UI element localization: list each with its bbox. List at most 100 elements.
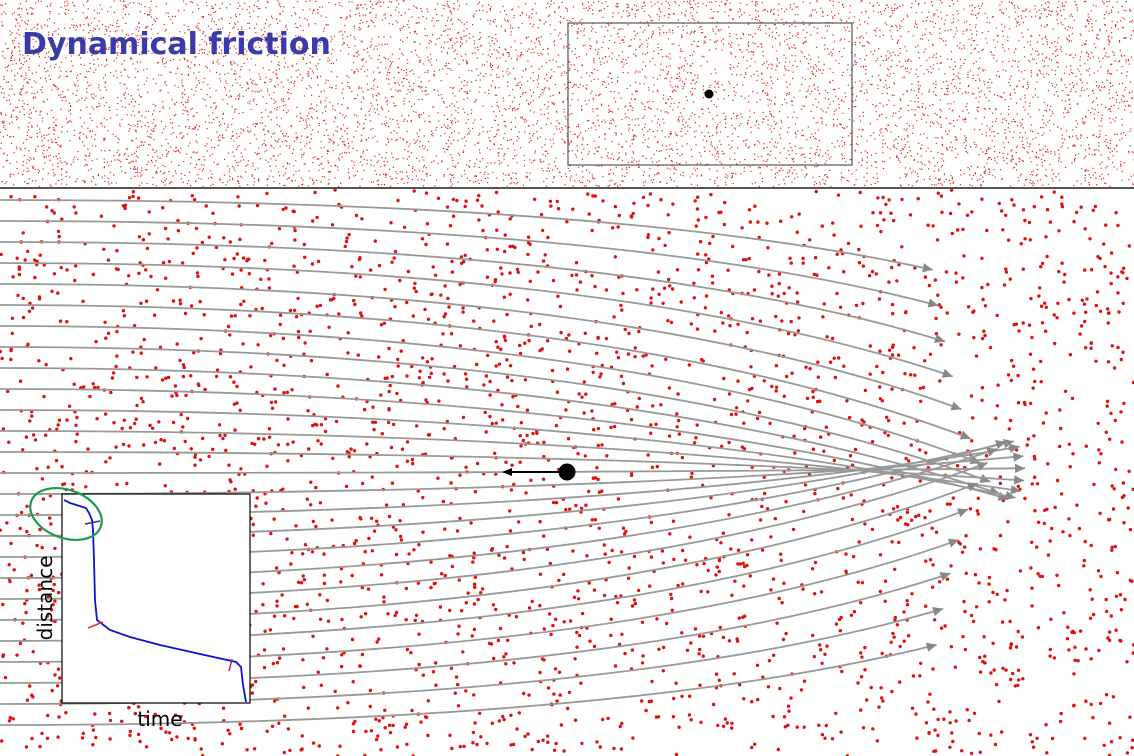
particle bbox=[298, 185, 299, 186]
particle bbox=[804, 106, 805, 107]
particle bbox=[199, 82, 200, 83]
particle bbox=[324, 177, 325, 178]
particle bbox=[335, 88, 336, 89]
particle bbox=[1039, 35, 1040, 36]
particle bbox=[320, 181, 321, 182]
particle bbox=[1084, 63, 1085, 64]
particle bbox=[860, 58, 861, 59]
particle bbox=[423, 166, 424, 167]
particle bbox=[247, 83, 248, 84]
particle bbox=[1074, 159, 1075, 160]
particle bbox=[471, 70, 472, 71]
particle bbox=[766, 161, 767, 162]
particle bbox=[744, 167, 745, 168]
particle bbox=[1071, 40, 1072, 41]
particle bbox=[461, 56, 462, 57]
particle bbox=[286, 145, 287, 146]
particle bbox=[975, 80, 976, 81]
particle bbox=[712, 146, 713, 147]
particle bbox=[877, 178, 878, 179]
particle bbox=[717, 115, 718, 116]
particle bbox=[491, 67, 492, 68]
particle bbox=[309, 171, 310, 172]
particle bbox=[469, 180, 470, 181]
particle bbox=[532, 9, 533, 10]
particle bbox=[377, 109, 378, 110]
particle bbox=[1093, 134, 1094, 135]
particle bbox=[361, 69, 362, 70]
particle bbox=[859, 116, 860, 117]
particle bbox=[51, 139, 52, 140]
particle bbox=[1056, 62, 1057, 63]
particle bbox=[354, 98, 355, 99]
particle bbox=[317, 159, 318, 160]
particle bbox=[794, 178, 795, 179]
particle bbox=[681, 66, 682, 67]
particle bbox=[775, 24, 776, 25]
particle bbox=[565, 118, 566, 119]
particle bbox=[12, 42, 13, 43]
particle bbox=[28, 170, 29, 171]
particle bbox=[369, 111, 370, 112]
particle bbox=[279, 126, 280, 127]
particle bbox=[154, 165, 155, 166]
particle bbox=[101, 150, 102, 151]
particle bbox=[585, 130, 586, 131]
particle bbox=[252, 165, 253, 166]
particle bbox=[270, 81, 271, 82]
particle bbox=[90, 131, 91, 132]
particle bbox=[1057, 14, 1058, 15]
particle bbox=[1093, 168, 1094, 169]
particle bbox=[578, 99, 579, 100]
particle bbox=[225, 88, 226, 89]
particle bbox=[404, 78, 405, 79]
particle bbox=[744, 98, 745, 99]
particle bbox=[580, 30, 581, 31]
particle bbox=[154, 152, 155, 153]
particle bbox=[415, 50, 416, 51]
particle bbox=[511, 58, 512, 59]
particle bbox=[941, 153, 942, 154]
particle bbox=[801, 109, 802, 110]
particle bbox=[26, 183, 27, 184]
particle bbox=[757, 3, 758, 4]
particle bbox=[436, 127, 437, 128]
particle bbox=[168, 151, 169, 152]
particle bbox=[685, 78, 686, 79]
particle bbox=[1122, 101, 1123, 102]
particle bbox=[755, 1, 756, 2]
particle bbox=[604, 8, 605, 9]
particle bbox=[1071, 162, 1072, 163]
particle bbox=[684, 108, 685, 109]
particle bbox=[635, 16, 636, 17]
particle bbox=[293, 149, 294, 150]
particle bbox=[449, 38, 450, 39]
particle bbox=[815, 64, 816, 65]
particle bbox=[526, 100, 527, 101]
particle bbox=[924, 73, 925, 74]
particle bbox=[860, 24, 861, 25]
particle bbox=[72, 93, 73, 94]
particle bbox=[999, 4, 1000, 5]
particle bbox=[1042, 54, 1043, 55]
particle bbox=[976, 145, 977, 146]
particle bbox=[1099, 176, 1100, 177]
particle bbox=[131, 154, 132, 155]
particle bbox=[458, 19, 459, 20]
particle bbox=[857, 144, 858, 145]
particle bbox=[404, 101, 405, 102]
particle bbox=[77, 75, 78, 76]
particle bbox=[743, 34, 744, 35]
particle bbox=[181, 80, 182, 81]
particle bbox=[894, 105, 895, 106]
particle bbox=[902, 94, 903, 95]
particle bbox=[1066, 112, 1067, 113]
particle bbox=[792, 9, 793, 10]
particle bbox=[69, 103, 70, 104]
particle bbox=[3, 153, 4, 154]
particle bbox=[491, 106, 492, 107]
particle bbox=[880, 132, 881, 133]
particle bbox=[634, 31, 635, 32]
particle bbox=[350, 35, 351, 36]
particle bbox=[188, 180, 189, 181]
